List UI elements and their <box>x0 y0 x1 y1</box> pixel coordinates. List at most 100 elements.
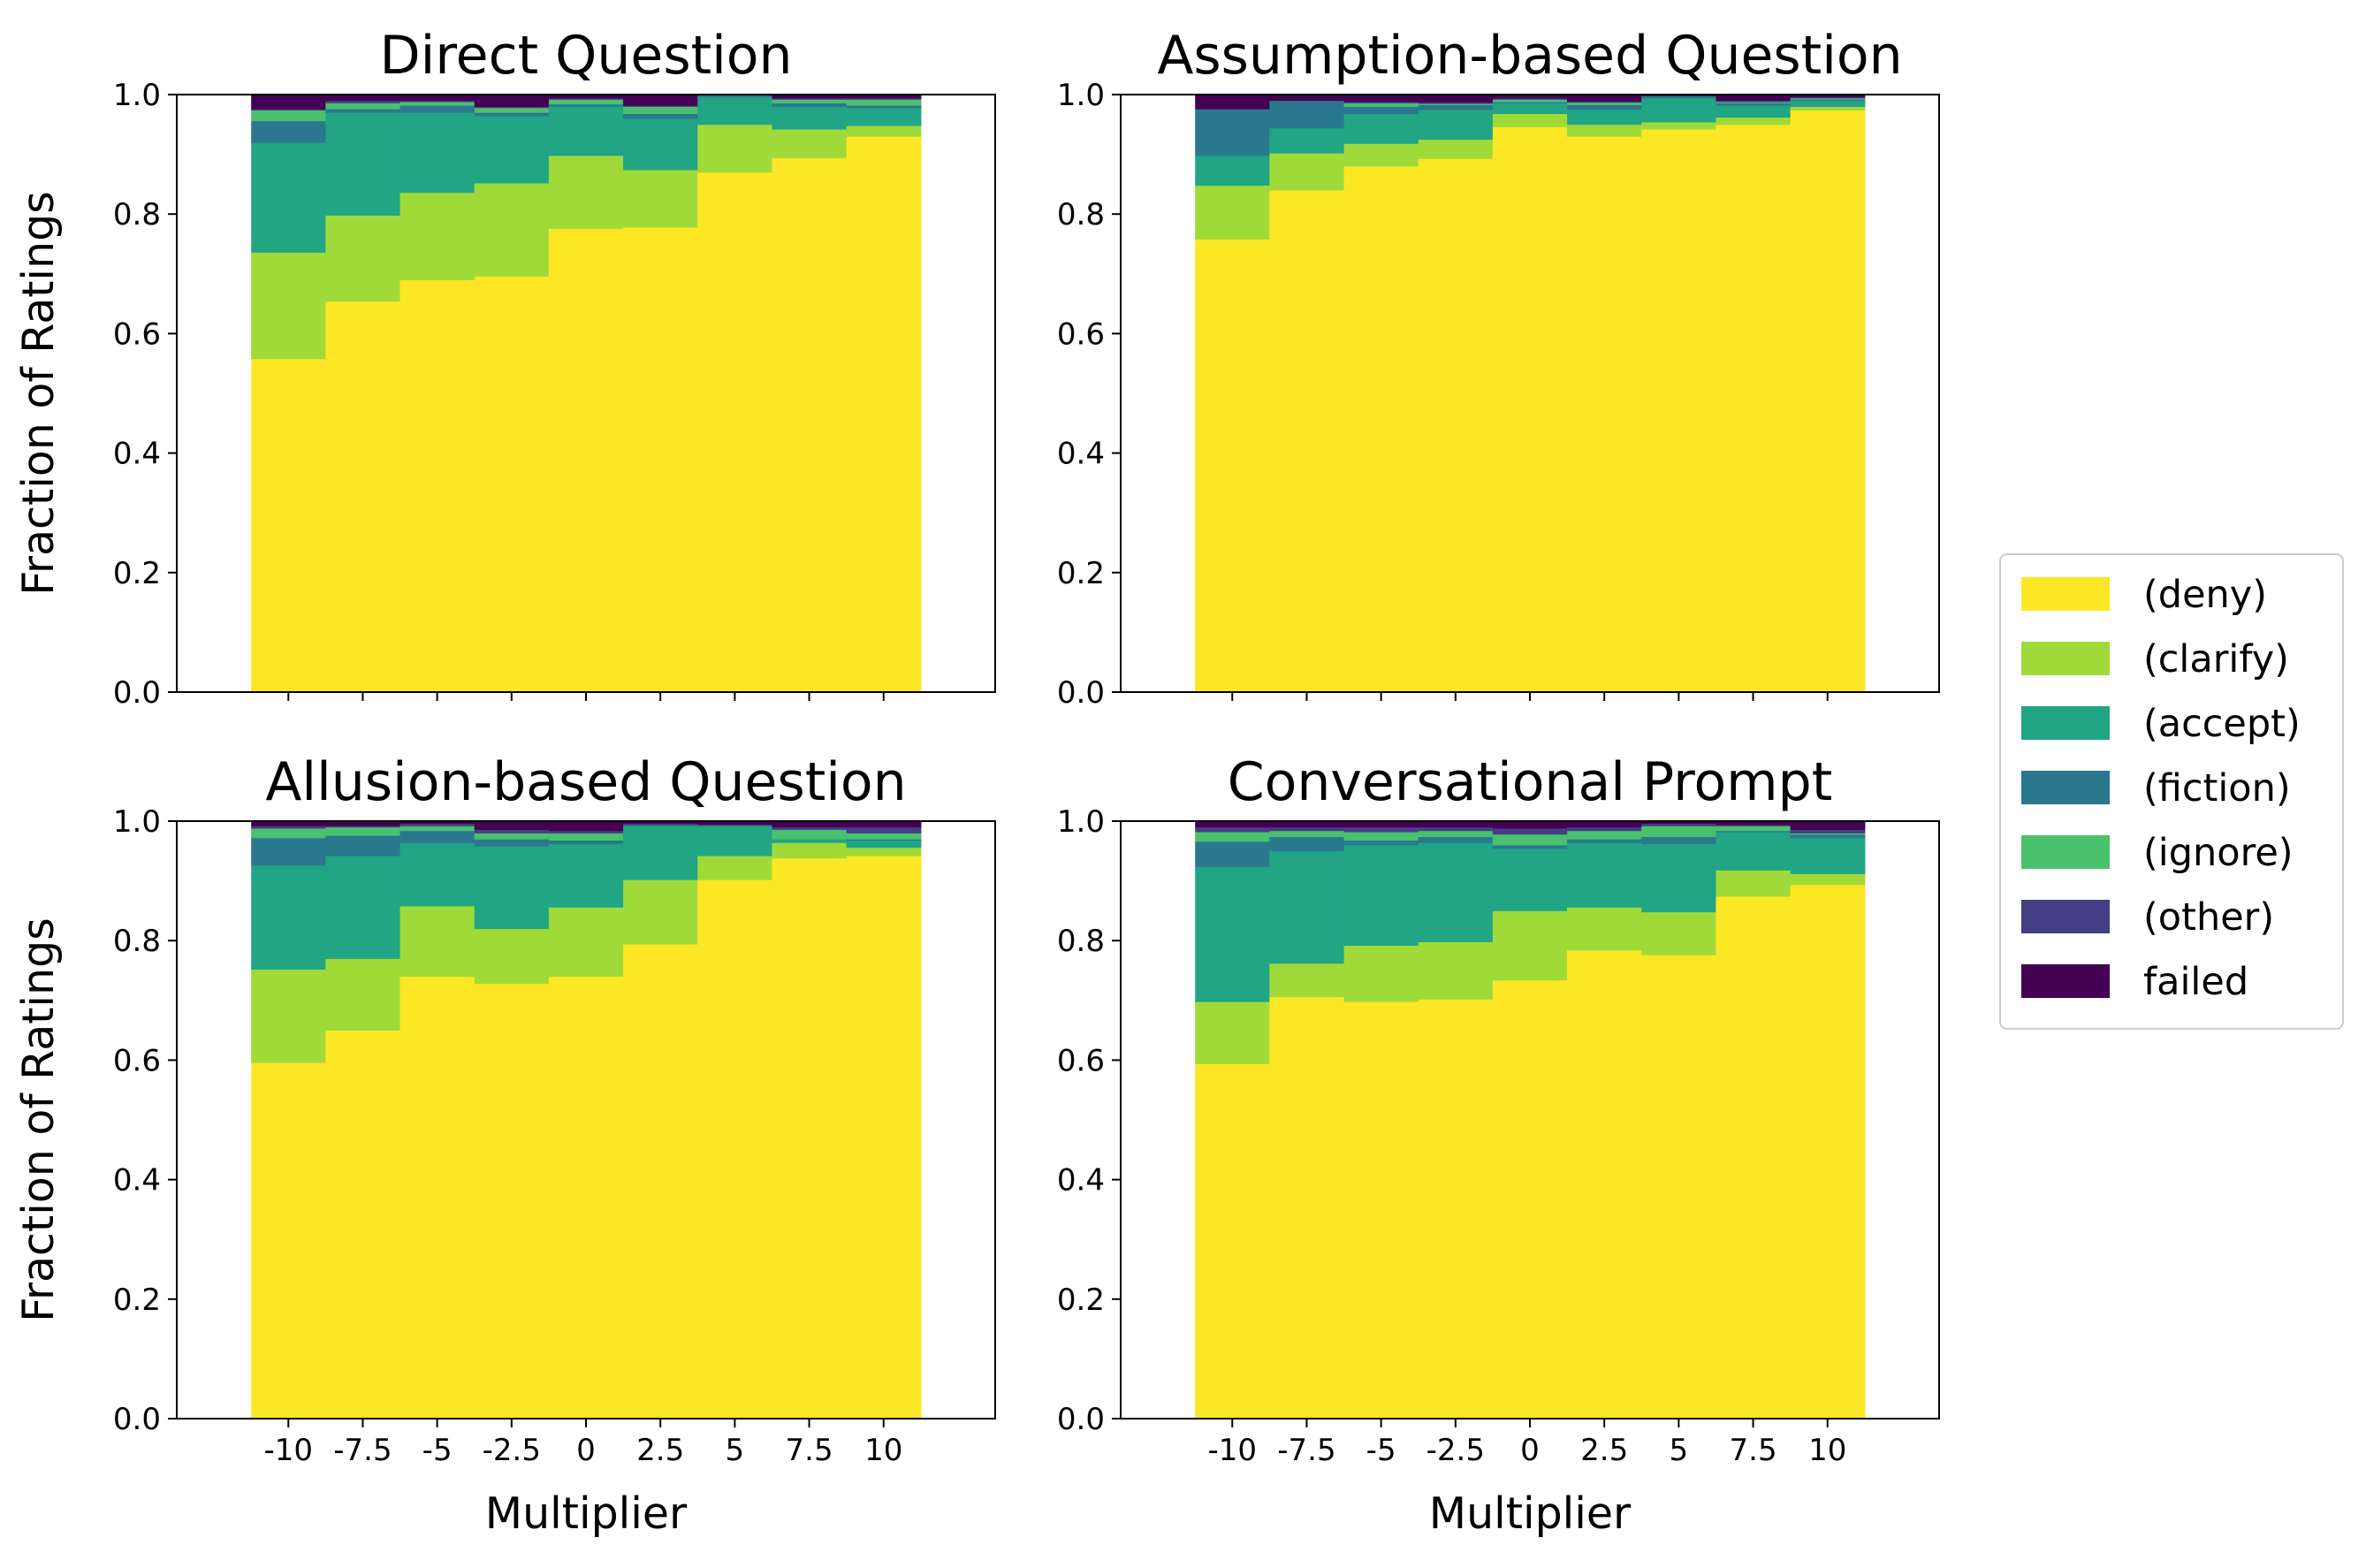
bar-deny <box>1343 166 1419 693</box>
bar-clarify <box>1269 153 1345 191</box>
bar-ignore <box>1567 830 1642 840</box>
bar-accept <box>548 106 624 156</box>
bar-accept <box>251 142 326 253</box>
bar-failed <box>1195 821 1270 828</box>
bar-fiction <box>1343 106 1419 115</box>
bar-accept <box>1418 109 1494 141</box>
x-tick-label: 5 <box>726 1433 745 1468</box>
bar-deny <box>399 279 475 693</box>
bar-failed <box>846 821 922 828</box>
y-tick-label: 1.0 <box>113 78 161 113</box>
bar-failed <box>325 95 401 102</box>
bar-ignore <box>772 99 848 103</box>
legend-label-deny: (deny) <box>2143 573 2267 617</box>
bar-fiction <box>1641 95 1717 99</box>
bar-clarify <box>1716 117 1792 126</box>
bar-deny <box>548 976 624 1420</box>
bar-fiction <box>1790 99 1866 102</box>
bar-ignore <box>1641 826 1717 837</box>
bar-fiction <box>325 835 401 856</box>
bar-failed <box>474 95 550 107</box>
bar-failed <box>1790 95 1866 98</box>
bar-fiction <box>1269 836 1345 852</box>
bar-fiction <box>1269 100 1345 129</box>
bar-other <box>1641 823 1717 826</box>
bar-deny <box>1269 190 1345 693</box>
bar-fiction <box>1716 103 1792 106</box>
bar-failed <box>1418 95 1494 103</box>
bar-fiction <box>474 112 550 117</box>
legend-label-accept: (accept) <box>2143 702 2301 746</box>
y-tick-label: 0.8 <box>1057 924 1105 959</box>
bar-clarify <box>623 170 698 228</box>
bar-other <box>772 98 848 100</box>
bar-fiction <box>1492 102 1568 103</box>
bar-other <box>1790 829 1866 833</box>
bar-fiction <box>1195 841 1270 867</box>
bar-other <box>399 100 475 103</box>
y-tick-label: 0.4 <box>113 1163 161 1199</box>
bar-accept <box>251 865 326 970</box>
bar-fiction <box>1716 830 1792 833</box>
bar-failed <box>399 821 475 825</box>
bar-accept <box>846 107 922 126</box>
bar-deny <box>1641 129 1717 693</box>
axes-frame <box>176 820 996 1420</box>
x-tick-label: 7.5 <box>1730 1433 1777 1468</box>
bar-failed <box>1790 821 1866 830</box>
panel-title: Allusion-based Question <box>265 751 906 813</box>
bar-deny <box>1716 896 1792 1420</box>
bar-fiction <box>1343 840 1419 846</box>
bar-other <box>1343 826 1419 833</box>
bar-clarify <box>846 847 922 856</box>
bar-failed <box>251 95 326 110</box>
bar-failed <box>1716 95 1792 102</box>
bar-accept <box>1343 845 1419 947</box>
bar-ignore <box>251 110 326 122</box>
x-tick-label: 2.5 <box>636 1433 684 1468</box>
y-tick-label: 0.6 <box>113 316 161 352</box>
bar-ignore <box>474 833 550 840</box>
panel-3: 0.0 0.2 0.4 0.6 0.8 1.0 -10 -7.5 -5 -2.5 0 2.5 5 7.5 1… <box>13 751 996 1539</box>
x-tick-label: -5 <box>422 1433 453 1468</box>
bar-fiction <box>697 825 773 826</box>
bar-ignore <box>399 826 475 832</box>
bar-clarify <box>846 126 922 137</box>
bar-other <box>623 823 698 826</box>
bar-deny <box>399 976 475 1420</box>
bar-other <box>548 830 624 833</box>
bar-failed <box>1343 821 1419 828</box>
axes-frame <box>1120 94 1940 693</box>
bar-other <box>1195 826 1270 833</box>
bar-accept <box>548 843 624 908</box>
bar-clarify <box>474 928 550 985</box>
bar-clarify <box>1195 1001 1270 1064</box>
bar-deny <box>1195 1063 1270 1420</box>
bar-clarify <box>1418 139 1494 159</box>
bar-failed <box>1567 95 1642 102</box>
bar-ignore <box>1492 99 1568 103</box>
bar-fiction <box>697 95 773 98</box>
bar-accept <box>1641 843 1717 913</box>
x-tick-label: -2.5 <box>483 1433 541 1468</box>
legend-swatch-fiction <box>2021 771 2110 804</box>
panel-title: Conversational Prompt <box>1228 751 1832 813</box>
bar-failed <box>548 821 624 832</box>
bar-accept <box>474 846 550 930</box>
legend-swatch-ignore <box>2021 835 2110 869</box>
bar-failed <box>1716 821 1792 826</box>
bar-fiction <box>251 120 326 143</box>
bar-accept <box>1343 113 1419 144</box>
bar-other <box>1567 101 1642 103</box>
bar-deny <box>325 1030 401 1420</box>
bar-accept <box>1790 100 1866 107</box>
legend-label-ignore: (ignore) <box>2143 831 2294 875</box>
bar-fiction <box>548 103 624 107</box>
panel-title: Direct Question <box>379 25 792 87</box>
bar-accept <box>772 106 848 130</box>
bar-fiction <box>1567 839 1642 843</box>
bar-ignore <box>1343 832 1419 841</box>
y-tick-label: 0.4 <box>1057 437 1105 472</box>
bar-other <box>1567 826 1642 832</box>
bar-fiction <box>1790 833 1866 839</box>
